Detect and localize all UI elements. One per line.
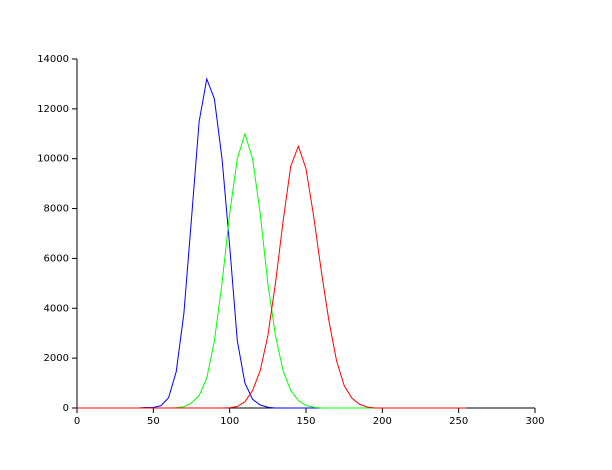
y-tick-label: 8000 bbox=[44, 204, 69, 215]
x-tick-label: 100 bbox=[220, 416, 239, 427]
series-line bbox=[77, 77, 467, 409]
y-tick-label: 2000 bbox=[44, 353, 69, 364]
y-tick-label: 4000 bbox=[44, 303, 69, 314]
x-tick-label: 250 bbox=[449, 416, 468, 427]
series-line bbox=[77, 132, 467, 409]
x-tick-label: 300 bbox=[525, 416, 544, 427]
y-tick-label: 6000 bbox=[44, 253, 69, 264]
x-tick-label: 150 bbox=[296, 416, 315, 427]
x-tick-label: 200 bbox=[373, 416, 392, 427]
x-tick-label: 0 bbox=[74, 416, 80, 427]
y-tick-label: 0 bbox=[63, 403, 69, 414]
series-line bbox=[77, 144, 467, 409]
y-tick-label: 12000 bbox=[37, 104, 69, 115]
y-tick-label: 10000 bbox=[37, 154, 69, 165]
y-tick-label: 14000 bbox=[37, 54, 69, 65]
x-tick-label: 50 bbox=[147, 416, 160, 427]
